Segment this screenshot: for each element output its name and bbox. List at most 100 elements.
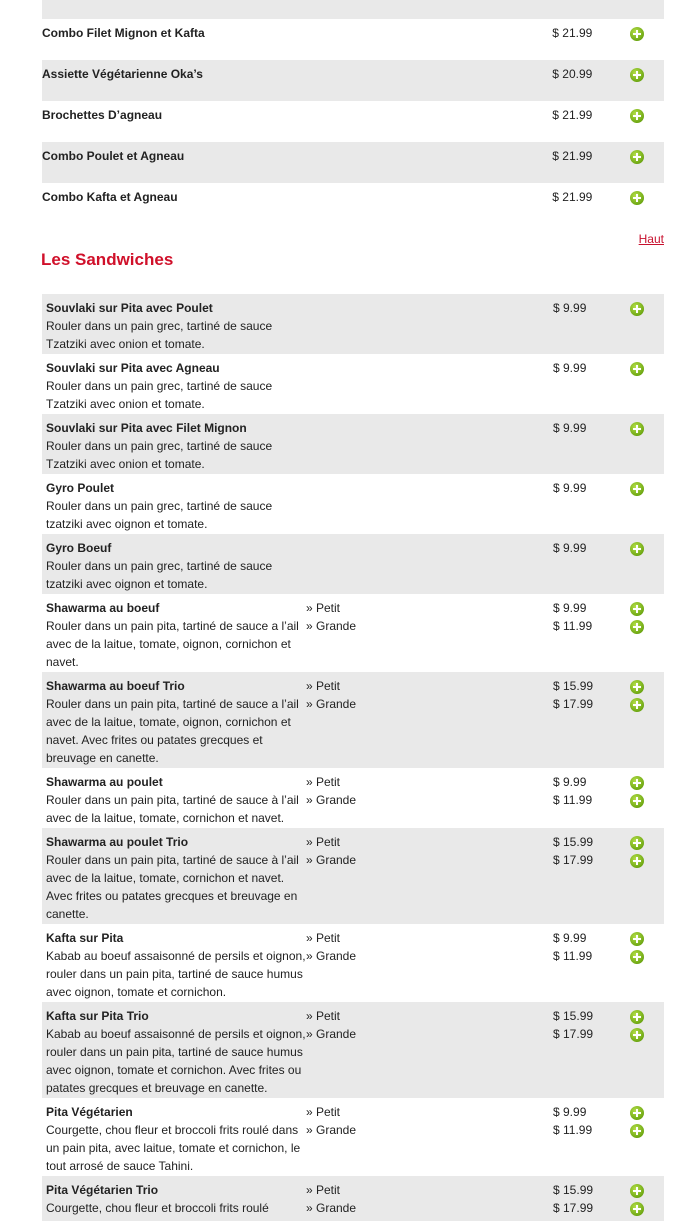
add-to-cart-plus-icon[interactable] [630,680,644,694]
item-name-cell: Combo Kafta et Agneau [42,183,304,224]
menu-content: Combo Filet Mignon et Kafta $ 21.99 Assiet… [41,0,664,1221]
item-description: Kabab au boeuf assaisonné de persils et … [46,1027,306,1095]
add-cell [629,19,664,60]
add-to-cart-plus-icon[interactable] [630,794,644,808]
item-size: » Petit [306,1009,341,1023]
add-to-cart-plus-icon[interactable] [630,1184,644,1198]
add-to-cart-plus-icon[interactable] [629,191,644,205]
item-name-cell: Souvlaki sur Pita avec Poulet Rouler dans… [42,294,306,354]
add-to-cart-plus-icon[interactable] [630,422,644,436]
item-price: $ 15.99 [553,835,594,849]
item-price: $ 17.99 [553,853,594,867]
item-price: $ 11.99 [553,793,593,807]
add-to-cart-plus-icon[interactable] [630,620,644,634]
add-cell [630,414,664,474]
item-price: $ 9.99 [553,421,587,435]
add-cell [629,60,664,101]
menu-item-row: Shawarma au boeuf Trio Rouler dans un pai… [42,672,664,768]
item-name: Shawarma au poulet Trio [46,835,189,849]
add-to-cart-plus-icon[interactable] [629,27,644,41]
item-name: Combo Filet Mignon et Kafta [42,26,205,40]
item-name: Pita Végétarien [46,1105,133,1119]
item-description: Rouler dans un pain pita, tartiné de sau… [46,697,299,765]
item-name-cell: Pita Végétarien Trio Courgette, chou fleu… [42,1176,306,1221]
size-cell [303,142,553,183]
item-size: » Petit [306,1183,341,1197]
item-price: $ 9.99 [553,481,587,495]
item-description: Courgette, chou fleur et broccoli frits … [46,1201,269,1215]
size-cell: » Petit » Grande [306,1002,553,1098]
add-to-cart-plus-icon[interactable] [630,1106,644,1120]
item-description: Rouler dans un pain grec, tartiné de sau… [46,499,273,531]
add-to-cart-plus-icon[interactable] [630,542,644,556]
add-cell [630,474,664,534]
item-price: $ 9.99 [553,1105,587,1119]
item-description: Kabab au boeuf assaisonné de persils et … [46,949,306,999]
item-name-cell: Gyro Boeuf Rouler dans un pain grec, tart… [42,534,306,594]
add-to-cart-plus-icon[interactable] [630,836,644,850]
item-name-cell: Shawarma au boeuf Trio Rouler dans un pai… [42,672,306,768]
item-name: Souvlaki sur Pita avec Agneau [46,361,220,375]
size-cell: » Petit » Grande [306,672,553,768]
price-cell: $ 15.99 $ 17.99 [553,1176,630,1221]
menu-item-row: Shawarma au boeuf Rouler dans un pain pit… [42,594,664,672]
size-cell [304,183,553,224]
item-size: » Petit [306,835,341,849]
item-size: » Grande [306,1123,357,1137]
item-price: $ 21.99 [552,108,593,122]
price-cell: $ 9.99 $ 11.99 [553,924,630,1002]
add-to-cart-plus-icon[interactable] [630,302,644,316]
add-to-cart-plus-icon[interactable] [630,1010,644,1024]
add-to-cart-plus-icon[interactable] [630,950,644,964]
menu-item-row: Combo Poulet et Agneau $ 21.99 [42,142,664,183]
price-cell: $ 9.99 [553,294,630,354]
menu-item-row [42,0,664,19]
add-to-cart-plus-icon[interactable] [630,776,644,790]
size-cell: » Petit » Grande [306,924,553,1002]
add-to-cart-plus-icon[interactable] [630,698,644,712]
menu-item-row: Brochettes D’agneau $ 21.99 [42,101,664,142]
add-to-cart-plus-icon[interactable] [630,1028,644,1042]
menu-item-row: Souvlaki sur Pita avec Poulet Rouler dans… [42,294,664,354]
add-cell [630,354,664,414]
price-cell: $ 20.99 [552,60,630,101]
add-to-cart-plus-icon[interactable] [629,150,644,164]
add-to-cart-plus-icon[interactable] [630,482,644,496]
size-cell: » Petit » Grande [306,828,553,924]
item-price: $ 11.99 [553,1123,593,1137]
item-price: $ 15.99 [553,679,594,693]
menu-item-row: Kafta sur Pita Kabab au boeuf assaisonné … [42,924,664,1002]
price-cell: $ 15.99 $ 17.99 [553,672,630,768]
size-cell: » Petit » Grande [306,1176,553,1221]
item-price: $ 9.99 [553,931,587,945]
add-to-cart-plus-icon[interactable] [629,109,644,123]
item-size: » Petit [306,679,341,693]
price-cell: $ 21.99 [552,142,630,183]
add-cell [629,101,664,142]
add-to-cart-plus-icon[interactable] [630,602,644,616]
add-to-cart-plus-icon[interactable] [630,1124,644,1138]
add-to-cart-plus-icon[interactable] [629,68,644,82]
size-cell [303,0,553,19]
add-cell [630,828,664,924]
add-to-cart-plus-icon[interactable] [630,362,644,376]
add-to-cart-plus-icon[interactable] [630,932,644,946]
add-cell [630,1176,664,1221]
item-name: Combo Poulet et Agneau [42,149,185,163]
item-name-cell: Assiette Végétarienne Oka’s [42,60,304,101]
item-name-cell: Souvlaki sur Pita avec Filet Mignon Roule… [42,414,306,474]
menu-item-row: Combo Kafta et Agneau $ 21.99 [42,183,664,224]
add-cell [630,924,664,1002]
price-cell: $ 21.99 [552,101,629,142]
price-cell: $ 9.99 [553,354,630,414]
item-price: $ 20.99 [552,67,593,81]
price-cell: $ 9.99 [553,414,630,474]
add-to-cart-plus-icon[interactable] [630,854,644,868]
item-size [306,419,553,437]
item-size: » Grande [306,793,357,807]
add-to-cart-plus-icon[interactable] [630,1202,644,1216]
size-cell [304,101,553,142]
back-to-top-link[interactable]: Haut [638,232,664,246]
menu-item-row: Combo Filet Mignon et Kafta $ 21.99 [42,19,664,60]
item-price: $ 9.99 [553,541,587,555]
